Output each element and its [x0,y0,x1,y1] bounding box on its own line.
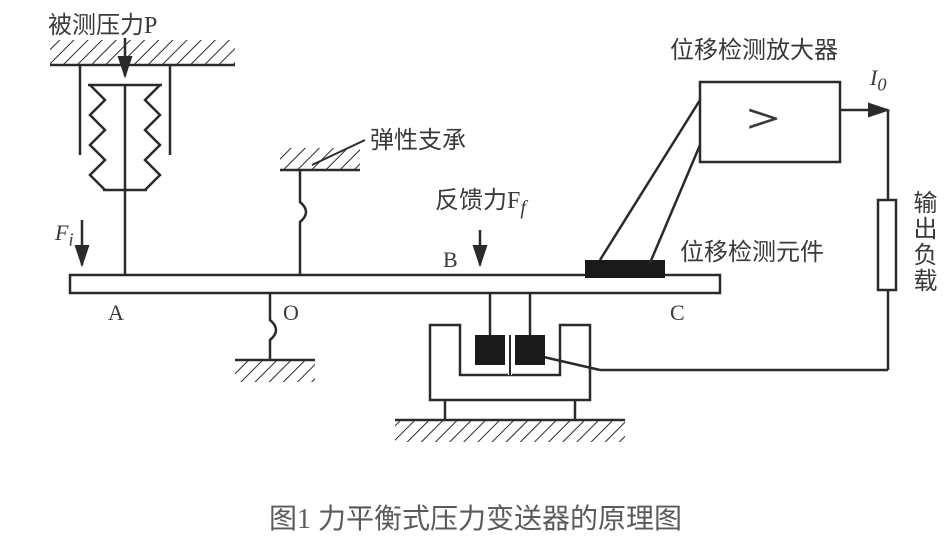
label-sensor: 位移检测元件 [680,232,824,267]
figure-caption: 图1 力平衡式压力变送器的原理图 [269,497,682,537]
elastic-wall-bottom [235,360,315,382]
elastic-support-bottom [270,293,276,360]
bellows-left [90,85,105,190]
elastic-wall-top [280,148,360,170]
label-feedback-force: 反馈力Ff [435,180,526,220]
wall-top-left [50,40,235,65]
label-amplifier: 位移检测放大器 [670,30,838,65]
label-elastic-support: 弹性支承 [370,120,466,155]
label-measured-pressure: 被测压力P [48,5,157,40]
ground-bottom [395,420,625,442]
point-c-label: C [670,300,685,326]
sensor-block [585,260,665,278]
point-a-label: A [108,300,124,326]
load-resistor [878,200,896,290]
label-output-current: I0 [870,65,887,95]
amplifier-symbol: > [746,95,780,142]
elastic-support-top [300,170,306,275]
coil-right [515,335,545,365]
coil-left [475,335,505,365]
label-output-load: 输出负载 [905,190,940,294]
point-o-label: O [283,300,299,326]
bellows-right [145,85,160,190]
diagram-container: 被测压力P Fi 弹性支承 反馈力Ff 位移检测放大器 > I0 位移检测元件 … [0,0,951,542]
label-input-force: Fi [55,220,74,250]
point-b-label: B [443,247,458,273]
